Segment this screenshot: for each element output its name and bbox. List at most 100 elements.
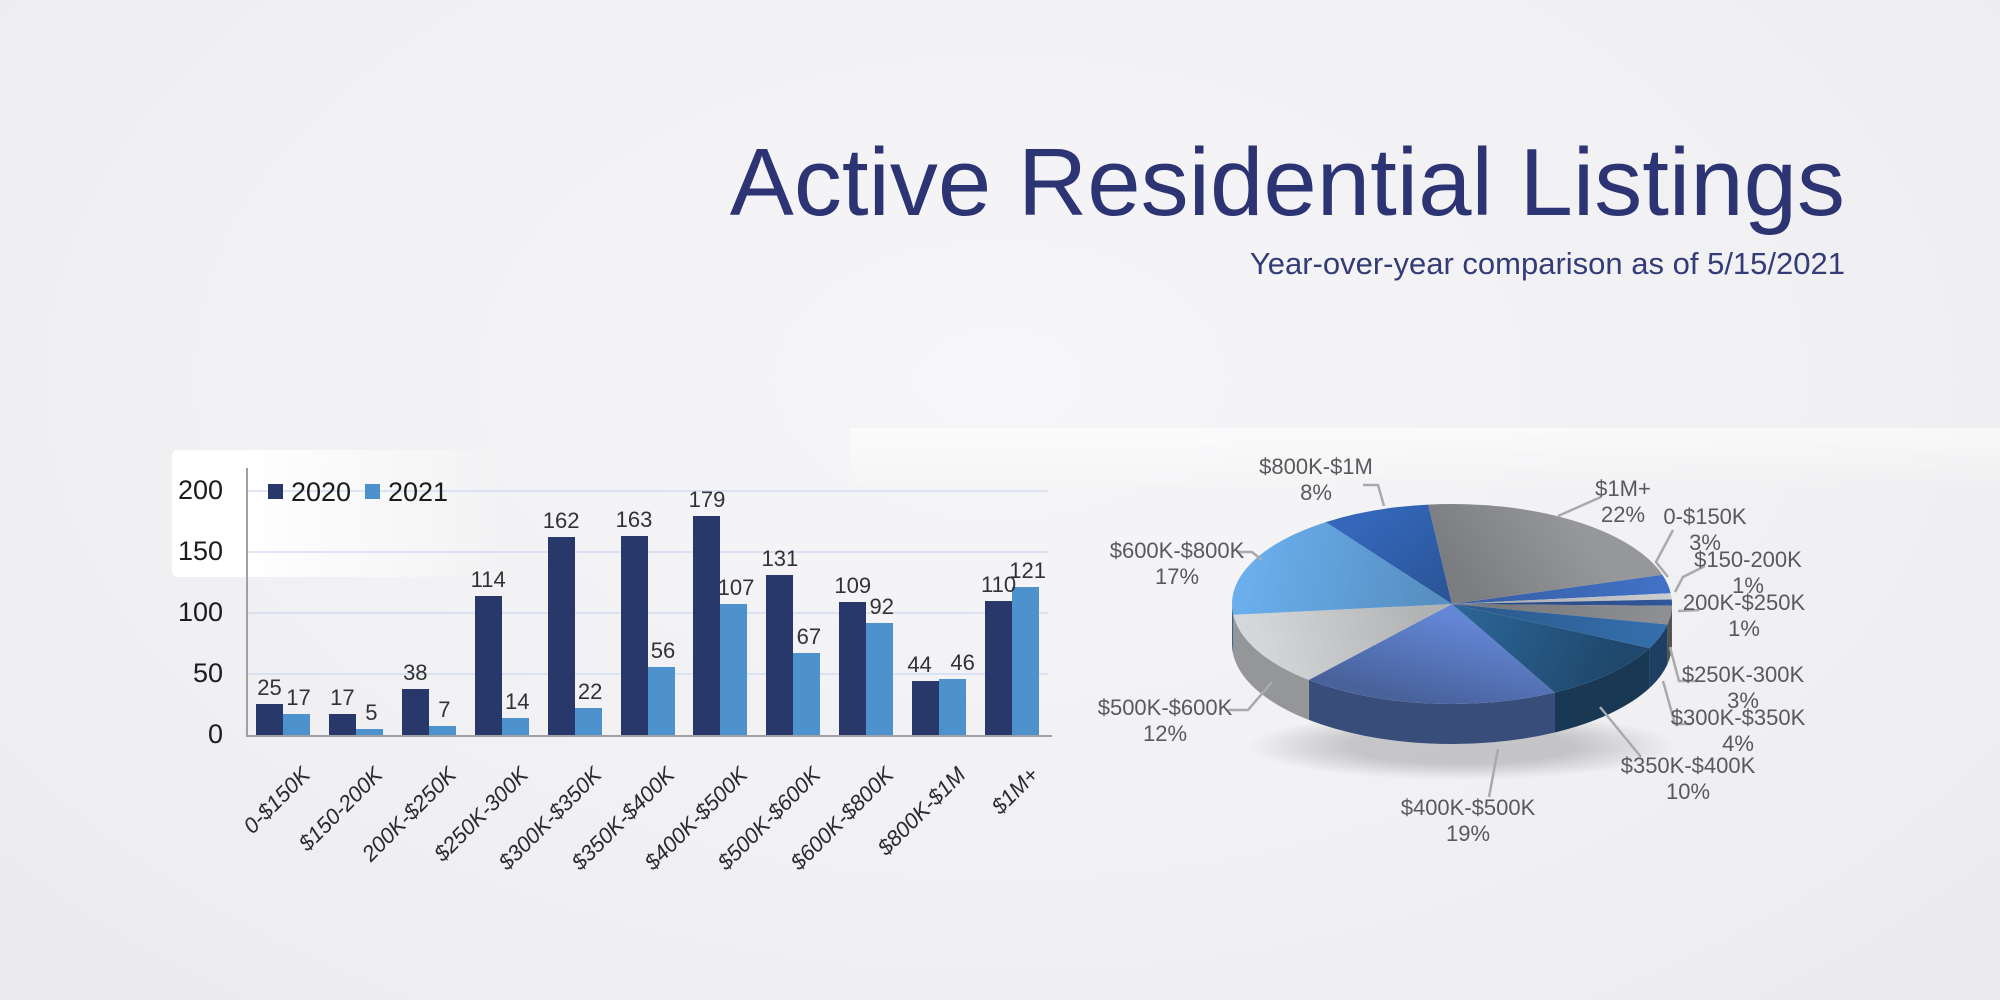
bar-value-2021-1: 5 xyxy=(365,699,378,725)
y-axis-tick-label: 50 xyxy=(192,657,223,688)
pie-label-9: $800K-$1M 8% xyxy=(1206,454,1426,506)
pie-label-4: $300K-$350K 4% xyxy=(1628,705,1848,757)
bar-value-2020-0: 25 xyxy=(257,675,282,701)
pie-slice-$600K-$800K xyxy=(1232,522,1452,615)
pie-label-8: $600K-$800K 17% xyxy=(1067,538,1287,590)
bar-2021-6 xyxy=(720,604,748,735)
y-axis-tick-label: 100 xyxy=(177,596,223,627)
pie-label-percent-6: 19% xyxy=(1445,821,1491,846)
bar-value-2021-7: 67 xyxy=(796,624,822,650)
bar-value-2020-1: 17 xyxy=(330,685,355,711)
pie-slice-$350K-$400K xyxy=(1452,604,1650,693)
bar-value-2021-0: 17 xyxy=(286,685,311,711)
pie-leader-line-9 xyxy=(1363,483,1386,507)
bar-2020-9 xyxy=(912,681,940,735)
bar-2020-0 xyxy=(256,704,283,735)
pie-slice-side-7 xyxy=(1233,614,1309,720)
pie-label-name-7: $500K-$600K xyxy=(1097,695,1233,720)
bar-value-2021-2: 7 xyxy=(438,697,451,723)
pie-leader-line-3 xyxy=(1668,646,1697,683)
bar-2020-8 xyxy=(839,601,867,735)
pie-label-percent-3: 3% xyxy=(1727,688,1759,713)
bar-2021-1 xyxy=(355,728,383,735)
bar-2021-9 xyxy=(939,678,967,735)
pie-leader-line-4 xyxy=(1661,680,1691,726)
bar-value-2020-7: 131 xyxy=(761,546,799,572)
pie-label-percent-4: 4% xyxy=(1722,731,1754,756)
bar-value-2020-8: 109 xyxy=(834,572,872,598)
pie-label-3: $250K-300K 3% xyxy=(1633,662,1853,714)
pie-label-name-3: $250K-300K xyxy=(1681,662,1805,687)
pie-slice-side-5 xyxy=(1554,648,1650,733)
bar-2020-5 xyxy=(620,535,648,735)
y-axis-tick-label: 0 xyxy=(207,719,223,749)
bar-2021-4 xyxy=(574,708,602,735)
page-subtitle: Year-over-year comparison as of 5/15/202… xyxy=(1249,246,1845,281)
pie-label-percent-5: 10% xyxy=(1665,779,1711,804)
pie-label-percent-10: 22% xyxy=(1600,502,1646,527)
bar-value-2020-5: 163 xyxy=(615,506,653,532)
bar-2021-0 xyxy=(283,714,310,735)
pie-label-2: 200K-$250K 1% xyxy=(1634,590,1854,642)
bar-value-2021-3: 14 xyxy=(504,688,530,714)
pie-label-percent-1: 1% xyxy=(1732,573,1764,598)
pie-label-name-8: $600K-$800K xyxy=(1109,538,1245,563)
bar-value-2021-10: 121 xyxy=(1009,558,1046,584)
pie-slice-$400K-$500K xyxy=(1308,604,1555,704)
pie-leader-line-6 xyxy=(1487,748,1500,798)
pie-label-name-9: $800K-$1M xyxy=(1259,454,1373,479)
pie-leader-line-1 xyxy=(1673,564,1706,593)
pie-leader-line-5 xyxy=(1599,706,1642,758)
pie-slice-$250K-300K xyxy=(1452,604,1672,625)
pie-label-name-5: $350K-$400K xyxy=(1620,753,1756,778)
bar-value-2021-9: 46 xyxy=(950,649,975,675)
bar-value-2020-4: 162 xyxy=(542,508,580,534)
legend-swatch-2021 xyxy=(365,484,380,499)
pie-label-6: $400K-$500K 19% xyxy=(1358,795,1578,847)
bar-value-2021-4: 22 xyxy=(577,679,603,705)
bar-value-2021-6: 107 xyxy=(717,575,755,601)
pie-slice-$800K-$1M xyxy=(1325,504,1452,604)
pie-label-name-0: 0-$150K xyxy=(1663,504,1747,529)
pie-label-5: $350K-$400K 10% xyxy=(1578,753,1798,805)
legend-label-2021: 2021 xyxy=(388,477,449,507)
pie-slice-$500K-$600K xyxy=(1233,604,1452,680)
bar-2021-5 xyxy=(647,666,675,735)
pie-slice-$150-200K xyxy=(1452,593,1672,604)
pie-label-percent-8: 17% xyxy=(1154,564,1200,589)
pie-label-1: $150-200K 1% xyxy=(1638,547,1858,599)
pie-leader-line-0 xyxy=(1654,529,1675,578)
pie-label-percent-7: 12% xyxy=(1142,721,1188,746)
bar-2021-3 xyxy=(501,717,529,735)
bar-value-2020-3: 114 xyxy=(470,566,506,592)
pie-label-10: $1M+ 22% xyxy=(1513,476,1733,528)
bar-2020-10 xyxy=(985,600,1013,735)
y-axis-tick-label: 150 xyxy=(177,535,223,566)
pie-slice-$300K-$350K xyxy=(1452,604,1668,649)
pie-slice-side-4 xyxy=(1649,624,1668,689)
bar-2020-4 xyxy=(547,537,575,735)
pie-leader-line-10 xyxy=(1557,495,1602,518)
gridline xyxy=(246,489,1048,492)
pie-slice-$1M+ xyxy=(1428,503,1663,604)
pie-leader-line-7 xyxy=(1228,681,1273,712)
legend-swatch-2020 xyxy=(268,484,283,499)
legend-label-2020: 2020 xyxy=(291,477,352,507)
y-axis-tick-label: 200 xyxy=(177,474,223,505)
pie-slice-side-8 xyxy=(1232,604,1234,655)
pie-label-7: $500K-$600K 12% xyxy=(1055,695,1275,747)
pie-label-name-1: $150-200K xyxy=(1694,547,1802,572)
pie-label-0: 0-$150K 3% xyxy=(1595,504,1815,556)
pie-label-percent-9: 8% xyxy=(1300,480,1332,505)
pie-label-percent-0: 3% xyxy=(1689,530,1721,555)
pie-slice-0-$150K xyxy=(1452,574,1671,604)
bar-value-2020-9: 44 xyxy=(907,652,932,678)
x-axis-line xyxy=(246,735,1052,737)
pie-label-name-2: 200K-$250K xyxy=(1682,590,1806,615)
bar-2020-2 xyxy=(401,688,429,735)
bar-value-2021-8: 92 xyxy=(869,593,894,619)
